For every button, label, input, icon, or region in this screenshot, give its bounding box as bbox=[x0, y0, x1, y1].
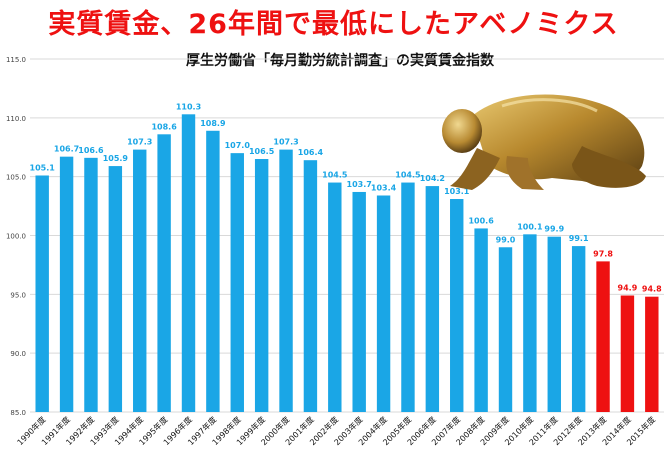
value-label: 104.5 bbox=[395, 171, 421, 180]
y-tick-label: 95.0 bbox=[10, 291, 26, 299]
bar-2015年度 bbox=[645, 296, 659, 412]
value-label: 99.9 bbox=[544, 225, 564, 234]
value-label: 106.7 bbox=[54, 145, 79, 154]
value-label: 110.3 bbox=[176, 102, 201, 111]
bar-2008年度 bbox=[474, 228, 488, 412]
value-label: 94.8 bbox=[642, 285, 662, 294]
y-axis: 85.0 90.0 95.0 100.0 105.0 110.0 115.0 bbox=[6, 56, 26, 417]
value-label: 99.1 bbox=[569, 234, 589, 243]
bar-1994年度 bbox=[133, 149, 147, 412]
bar-2002年度 bbox=[328, 182, 342, 412]
bar-2001年度 bbox=[303, 160, 318, 412]
bar-2012年度 bbox=[571, 246, 586, 412]
bar-2014年度 bbox=[620, 295, 635, 412]
y-tick-label: 90.0 bbox=[10, 350, 26, 358]
bar-1997年度 bbox=[206, 130, 220, 412]
bar-2013年度 bbox=[596, 261, 610, 412]
y-tick-label: 105.0 bbox=[6, 174, 26, 182]
bars bbox=[35, 114, 659, 412]
bar-1999年度 bbox=[254, 159, 269, 412]
headline: 実質賃金、26年間で最低にしたアベノミクス bbox=[48, 9, 619, 40]
bar-1998年度 bbox=[230, 153, 244, 412]
kneeling-statue-image bbox=[442, 94, 646, 190]
value-label: 103.7 bbox=[347, 180, 372, 189]
bar-2009年度 bbox=[498, 247, 513, 412]
value-label: 100.6 bbox=[468, 216, 494, 225]
value-label: 105.1 bbox=[30, 163, 56, 172]
bar-1990年度 bbox=[35, 175, 49, 412]
y-tick-label: 115.0 bbox=[6, 56, 26, 64]
value-label: 94.9 bbox=[618, 284, 638, 293]
y-tick-label: 110.0 bbox=[6, 115, 26, 123]
value-label: 108.9 bbox=[200, 119, 226, 128]
bar-1995年度 bbox=[157, 134, 171, 412]
bar-2004年度 bbox=[376, 195, 391, 412]
chart-title: 厚生労働省「毎月勤労統計調査」の実質賃金指数 bbox=[186, 53, 494, 69]
value-label: 103.4 bbox=[371, 183, 397, 192]
bar-1993年度 bbox=[108, 166, 123, 412]
bar-2007年度 bbox=[450, 199, 464, 412]
bar-1991年度 bbox=[59, 156, 74, 412]
value-label: 100.1 bbox=[517, 222, 543, 231]
bar-2006年度 bbox=[425, 186, 440, 412]
bar-1996年度 bbox=[181, 114, 196, 412]
y-tick-label: 85.0 bbox=[10, 409, 26, 417]
bar-2000年度 bbox=[279, 149, 293, 412]
value-label: 106.5 bbox=[249, 147, 275, 156]
value-label: 104.5 bbox=[322, 171, 348, 180]
x-axis-labels: 1990年度1991年度1992年度1993年度1994年度1995年度1996… bbox=[15, 414, 657, 447]
value-label: 108.6 bbox=[151, 122, 177, 131]
bar-2003年度 bbox=[352, 191, 366, 412]
value-label: 97.8 bbox=[593, 249, 613, 258]
value-label: 105.9 bbox=[103, 154, 129, 163]
value-label: 103.1 bbox=[444, 187, 470, 196]
bar-2011年度 bbox=[547, 236, 561, 412]
bar-1992年度 bbox=[84, 157, 98, 412]
value-label: 106.4 bbox=[298, 148, 324, 157]
value-label: 107.3 bbox=[127, 138, 152, 147]
y-tick-label: 100.0 bbox=[6, 233, 26, 241]
value-label: 107.0 bbox=[225, 141, 251, 150]
bar-2005年度 bbox=[401, 182, 415, 412]
value-label: 104.2 bbox=[420, 174, 445, 183]
value-label: 106.6 bbox=[78, 146, 104, 155]
value-label: 107.3 bbox=[273, 138, 298, 147]
value-label: 99.0 bbox=[496, 235, 516, 244]
bar-2010年度 bbox=[523, 234, 537, 412]
